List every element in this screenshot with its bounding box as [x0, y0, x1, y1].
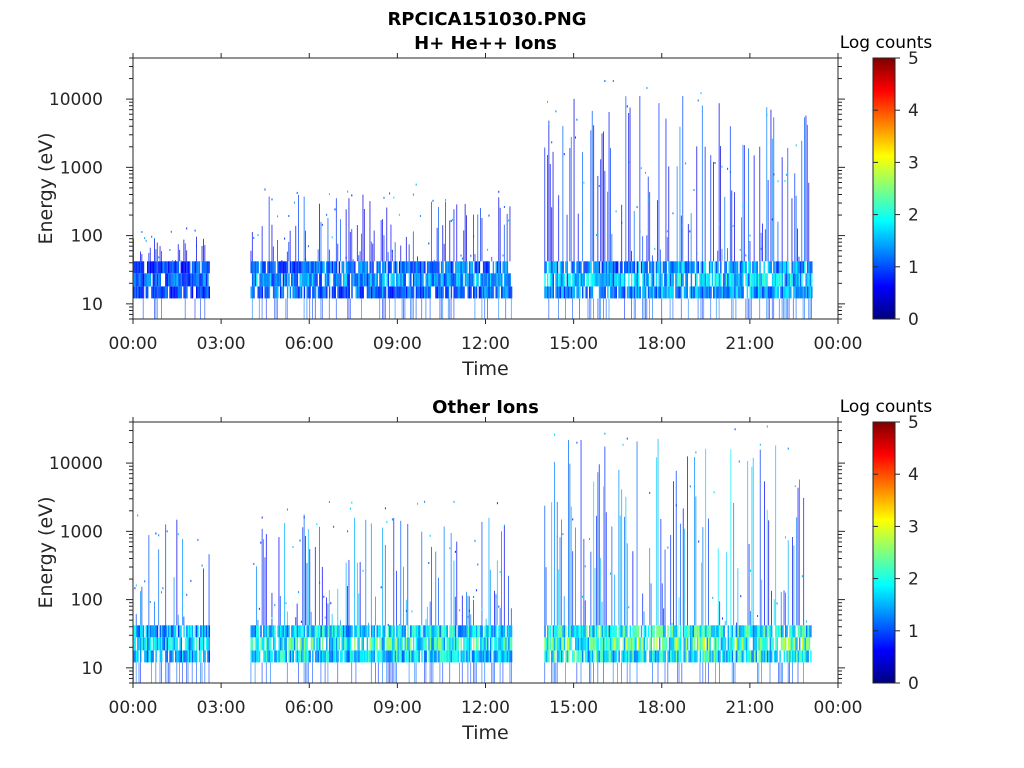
colorbar-gradient — [872, 57, 896, 320]
colorbar-tick-label: 1 — [908, 258, 919, 278]
x-axis: 00:00 03:00 06:00 09:00 12:00 15:00 18:00 21:00… — [109, 53, 863, 354]
colorbar-tick-label: 2 — [908, 570, 919, 590]
colorbar-tick-label: 4 — [908, 465, 919, 485]
heatmap-cells — [133, 80, 813, 319]
x-tick-label: 21:00 — [725, 698, 774, 718]
colorbar-label: Log counts — [840, 397, 933, 417]
x-axis: 00:00 03:00 06:00 09:00 12:00 15:00 18:00 21:00… — [109, 417, 863, 718]
x-tick-label: 00:00 — [814, 698, 863, 718]
y-tick-label: 10000 — [49, 90, 103, 110]
x-tick-label: 00:00 — [109, 698, 158, 718]
colorbar-gradient — [872, 421, 896, 684]
x-tick-label: 06:00 — [285, 698, 334, 718]
colorbar-tick-label: 5 — [908, 413, 919, 433]
x-tick-label: 09:00 — [373, 334, 422, 354]
panel-title: H+ He++ Ions — [414, 33, 557, 54]
y-tick-label: 10 — [81, 659, 103, 679]
x-tick-label: 03:00 — [197, 698, 246, 718]
colorbar-tick-label: 4 — [908, 101, 919, 121]
x-axis-label: Time — [461, 722, 509, 744]
y-axis-label: Energy (eV) — [35, 132, 57, 244]
colorbar-tick-label: 1 — [908, 622, 919, 642]
x-tick-label: 00:00 — [814, 334, 863, 354]
x-tick-label: 09:00 — [373, 698, 422, 718]
colorbar-tick-label: 2 — [908, 206, 919, 226]
y-tick-label: 10 — [81, 295, 103, 315]
y-axis-label: Energy (eV) — [35, 496, 57, 608]
x-tick-label: 00:00 — [109, 334, 158, 354]
figure-title: RPCICA151030.PNG — [387, 9, 586, 30]
colorbar-tick-label: 3 — [908, 153, 919, 173]
colorbar-tick-label: 5 — [908, 49, 919, 69]
x-tick-label: 12:00 — [461, 334, 510, 354]
y-tick-label: 100 — [71, 227, 103, 247]
heatmap-cells — [133, 425, 812, 683]
panel-title: Other Ions — [432, 397, 539, 418]
colorbar-tick-label: 3 — [908, 517, 919, 537]
x-tick-label: 03:00 — [197, 334, 246, 354]
x-tick-label: 18:00 — [637, 334, 686, 354]
colorbar-tick-label: 0 — [908, 674, 919, 694]
y-axis: 10 100 1000 10000 — [49, 57, 845, 320]
y-tick-label: 1000 — [60, 158, 103, 178]
x-tick-label: 15:00 — [549, 334, 598, 354]
y-tick-label: 100 — [71, 591, 103, 611]
colorbar-label: Log counts — [840, 33, 933, 53]
y-tick-label: 10000 — [49, 454, 103, 474]
y-axis: 10 100 1000 10000 — [49, 421, 845, 684]
x-axis-label: Time — [461, 358, 509, 380]
x-tick-label: 21:00 — [725, 334, 774, 354]
colorbar-tick-label: 0 — [908, 310, 919, 330]
x-tick-label: 12:00 — [461, 698, 510, 718]
x-tick-label: 06:00 — [285, 334, 334, 354]
x-tick-label: 18:00 — [637, 698, 686, 718]
y-tick-label: 1000 — [60, 522, 103, 542]
x-tick-label: 15:00 — [549, 698, 598, 718]
